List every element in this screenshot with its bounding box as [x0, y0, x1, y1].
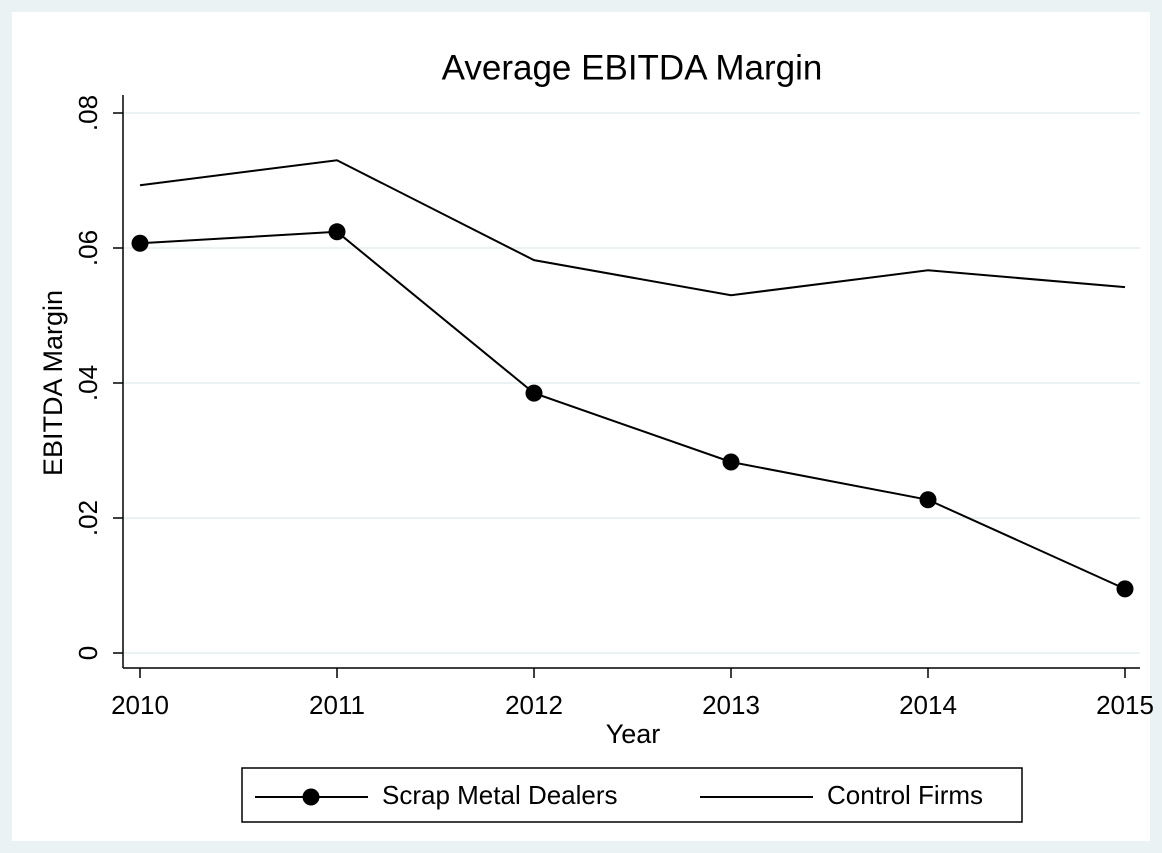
legend-box: [241, 767, 1023, 823]
x-axis-title: Year: [606, 719, 661, 749]
y-tick-label: .06: [73, 230, 103, 266]
legend-marker: [302, 788, 320, 806]
x-tick-label: 2015: [1096, 690, 1154, 720]
point: [131, 234, 149, 252]
y-axis-title: EBITDA Margin: [38, 290, 68, 476]
y-tick-label: .04: [73, 365, 103, 401]
point: [525, 384, 543, 402]
point: [328, 223, 346, 241]
line-series: [139, 230, 1126, 590]
legend: Scrap Metal Dealers Control Firms: [255, 780, 983, 810]
grid: 0 .02 .04 .06 .08 2010 2011 2012 2013 2014 2015: [73, 95, 1154, 720]
plot-area: [131, 159, 1134, 598]
x-tick-label: 2012: [505, 690, 563, 720]
line-series: [139, 159, 1126, 297]
legend-label: Scrap Metal Dealers: [382, 780, 618, 810]
x-tick-label: 2011: [309, 690, 365, 720]
x-tick-label: 2014: [899, 690, 957, 720]
x-tick-label: 2010: [111, 690, 169, 720]
point: [919, 491, 937, 509]
x-tick-label: 2013: [702, 690, 760, 720]
graph-region: [12, 12, 1150, 841]
point: [1116, 580, 1134, 598]
y-tick-label: .02: [73, 500, 103, 536]
y-tick-label: .08: [73, 95, 103, 131]
point: [722, 453, 740, 471]
chart-title: Average EBITDA Margin: [442, 48, 823, 87]
legend-label: Control Firms: [827, 780, 983, 810]
y-tick-label: 0: [73, 646, 103, 660]
